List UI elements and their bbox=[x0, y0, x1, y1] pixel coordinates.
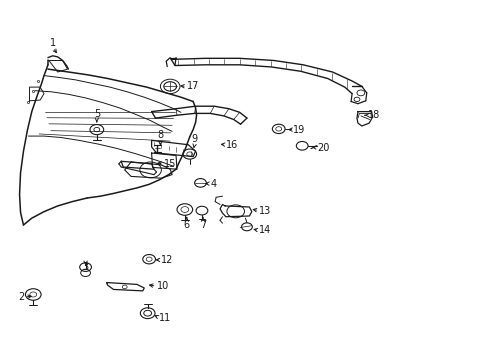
Text: 20: 20 bbox=[316, 143, 328, 153]
Text: 16: 16 bbox=[225, 140, 238, 150]
Text: 9: 9 bbox=[191, 134, 197, 144]
Text: 10: 10 bbox=[156, 281, 168, 291]
Text: 7: 7 bbox=[200, 220, 205, 230]
Text: 2: 2 bbox=[18, 292, 24, 302]
Text: 5: 5 bbox=[94, 109, 100, 119]
Text: 3: 3 bbox=[82, 262, 88, 272]
Text: 14: 14 bbox=[259, 225, 271, 235]
Text: 17: 17 bbox=[186, 81, 199, 91]
Text: 6: 6 bbox=[183, 220, 189, 230]
Text: 4: 4 bbox=[210, 179, 216, 189]
Text: 11: 11 bbox=[159, 312, 171, 323]
Text: 13: 13 bbox=[259, 206, 271, 216]
Text: 1: 1 bbox=[50, 37, 56, 48]
Text: 15: 15 bbox=[163, 159, 176, 169]
Text: 12: 12 bbox=[161, 255, 173, 265]
Text: 19: 19 bbox=[293, 125, 305, 135]
Text: 8: 8 bbox=[157, 130, 163, 140]
Text: 18: 18 bbox=[367, 110, 379, 120]
